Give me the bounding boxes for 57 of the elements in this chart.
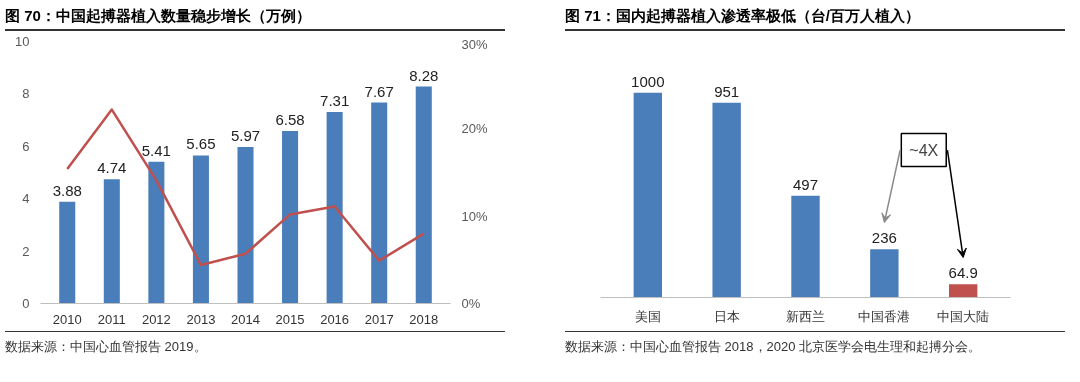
x-tick-label: 中国大陆: [937, 308, 990, 324]
data-label: 1000: [631, 72, 665, 90]
x-tick-label: 美国: [634, 308, 661, 324]
bar: [237, 147, 254, 304]
data-label: 236: [871, 229, 897, 247]
data-label: 3.88: [52, 181, 82, 199]
y2-tick-label: 0%: [461, 296, 481, 311]
x-tick-label: 2015: [275, 311, 305, 327]
y-tick-label: 10: [15, 34, 30, 49]
x-tick-label: 中国香港: [858, 308, 911, 324]
data-label: 5.41: [141, 141, 171, 159]
chart-title: 图 71：国内起搏器植入渗透率极低（台/百万人植入）: [565, 7, 921, 24]
bar: [59, 201, 76, 304]
bar: [949, 284, 978, 298]
y2-tick-label: 30%: [461, 36, 488, 52]
y-tick-label: 6: [22, 138, 30, 154]
x-tick-label: 2010: [52, 311, 82, 327]
bar: [326, 111, 343, 304]
x-tick-label: 日本: [713, 308, 740, 324]
source-note: 数据来源：中国心血管报告 2019。: [5, 338, 207, 356]
y2-tick-label: 20%: [461, 121, 488, 137]
bar: [633, 92, 662, 298]
bar: [870, 249, 899, 298]
bar: [712, 102, 741, 298]
x-tick-label: 2013: [186, 311, 216, 327]
x-tick-label: 2017: [364, 311, 394, 327]
source-note: 数据来源：中国心血管报告 2018，2020 北京医学会电生理和起搏分会。: [565, 338, 982, 356]
y-tick-label: 2: [22, 243, 30, 259]
bar: [791, 195, 820, 298]
y-tick-label: 4: [22, 191, 30, 207]
bar: [192, 155, 209, 304]
bar: [415, 86, 432, 304]
y2-tick-label: 10%: [461, 208, 488, 224]
x-tick-label: 2016: [320, 311, 350, 327]
data-label: 64.9: [948, 264, 978, 282]
bar: [103, 179, 120, 304]
data-label: 6.58: [275, 111, 305, 129]
chart-title: 图 70：中国起搏器植入数量稳步增长（万例）: [5, 7, 311, 24]
data-label: 5.97: [230, 127, 261, 145]
x-tick-label: 2018: [409, 311, 439, 327]
data-label: 4.74: [97, 159, 127, 177]
data-label: 7.67: [364, 82, 394, 100]
x-tick-label: 2014: [231, 311, 260, 327]
annotation: ~4X: [909, 141, 939, 159]
data-label: 8.28: [409, 66, 439, 84]
data-label: 7.31: [320, 91, 350, 109]
data-label: 5.65: [186, 135, 216, 153]
data-label: 497: [792, 175, 819, 193]
x-tick-label: 2011: [97, 311, 126, 327]
bar: [371, 102, 388, 304]
y-tick-label: 0: [22, 296, 30, 311]
bar: [148, 161, 165, 304]
x-tick-label: 2012: [141, 311, 171, 327]
x-tick-label: 新西兰: [786, 308, 825, 324]
y-tick-label: 8: [22, 86, 30, 102]
data-label: 951: [714, 82, 740, 100]
bar: [282, 131, 299, 304]
